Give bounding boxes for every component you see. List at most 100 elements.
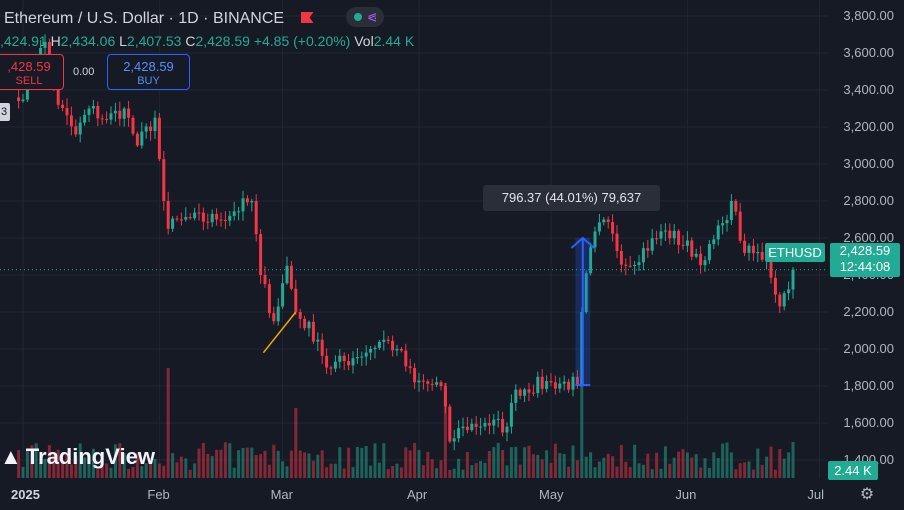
candle-body bbox=[593, 231, 597, 248]
candle-body bbox=[17, 97, 21, 102]
candle-body bbox=[729, 201, 733, 221]
ohlc-low: 2,407.53 bbox=[126, 33, 182, 49]
volume-bar bbox=[78, 443, 82, 478]
volume-bar bbox=[289, 450, 293, 478]
volume-bar bbox=[228, 443, 232, 478]
volume-bar bbox=[254, 454, 258, 478]
candle-body bbox=[646, 248, 650, 251]
volume-bar bbox=[131, 466, 135, 478]
volume-bar bbox=[650, 469, 654, 478]
side-badge[interactable]: 3 bbox=[0, 103, 10, 121]
volume-bar bbox=[65, 452, 69, 478]
candle-body bbox=[773, 277, 777, 295]
volume-bar bbox=[465, 452, 469, 478]
candle-body bbox=[153, 117, 157, 131]
volume-bar bbox=[782, 458, 786, 478]
candle-body bbox=[619, 250, 623, 265]
time-tick-label: May bbox=[539, 487, 564, 502]
candle-body bbox=[105, 118, 109, 120]
symbol-title[interactable]: Ethereum / U.S. Dollar · 1D · BINANCE bbox=[4, 10, 285, 27]
candle-body bbox=[738, 211, 742, 241]
volume-tag: 2.44 K bbox=[828, 461, 878, 480]
volume-bar bbox=[765, 456, 769, 478]
volume-bar bbox=[135, 453, 139, 478]
last-price-tag: 2,428.59 12:44:08 bbox=[830, 243, 900, 277]
candle-body bbox=[184, 217, 188, 220]
volume-bar bbox=[17, 450, 21, 478]
candle-body bbox=[677, 230, 681, 245]
candle-body bbox=[584, 273, 588, 312]
candle-body bbox=[778, 294, 782, 307]
volume-bar bbox=[245, 447, 249, 478]
volume-bar bbox=[325, 467, 329, 478]
volume-bar bbox=[162, 465, 166, 478]
volume-bar bbox=[215, 449, 219, 478]
flag-icon[interactable] bbox=[300, 12, 314, 23]
candle-body bbox=[43, 41, 47, 48]
volume-bar bbox=[285, 466, 289, 478]
volume-bar bbox=[668, 463, 672, 478]
volume-bar bbox=[663, 446, 667, 478]
volume-bar bbox=[553, 443, 557, 478]
measure-arrow-head bbox=[570, 236, 595, 249]
volume-bar bbox=[408, 450, 412, 478]
volume-bar bbox=[21, 466, 25, 478]
candle-body bbox=[747, 245, 751, 253]
volume-bar bbox=[391, 466, 395, 478]
candle-body bbox=[395, 349, 399, 351]
volume-bar bbox=[105, 463, 109, 478]
price-tick-label: 3,200.00 bbox=[843, 119, 894, 134]
candle-body bbox=[179, 219, 183, 221]
candle-body bbox=[562, 381, 566, 384]
volume-bar bbox=[773, 469, 777, 478]
candle-body bbox=[223, 219, 227, 221]
buy-button[interactable]: 2,428.59 BUY bbox=[107, 54, 190, 90]
candle-body bbox=[571, 376, 575, 390]
volume-bar bbox=[417, 450, 421, 478]
volume-bar bbox=[531, 454, 535, 478]
candle-body bbox=[531, 392, 535, 394]
candle-body bbox=[553, 382, 557, 389]
candle-body bbox=[501, 418, 505, 433]
volume-bar bbox=[250, 447, 254, 478]
volume-bar bbox=[426, 451, 430, 478]
volume-bar bbox=[483, 462, 487, 478]
indicator-pill[interactable]: ⪗ bbox=[345, 7, 384, 27]
candle-body bbox=[65, 108, 69, 116]
candle-body bbox=[377, 341, 381, 348]
candle-body bbox=[109, 113, 113, 120]
volume-bar bbox=[567, 466, 571, 478]
volume-bar bbox=[127, 468, 131, 478]
volume-bar bbox=[584, 456, 588, 478]
volume-bar bbox=[571, 445, 575, 478]
volume-bar bbox=[747, 461, 751, 478]
candle-body bbox=[347, 361, 351, 366]
sell-button[interactable]: ,428.59 SELL bbox=[0, 54, 64, 90]
candle-body bbox=[421, 380, 425, 382]
volume-bar bbox=[87, 455, 91, 478]
gear-icon[interactable]: ⚙ bbox=[859, 486, 875, 503]
candle-body bbox=[219, 219, 223, 221]
volume-bar bbox=[281, 461, 285, 478]
candle-body bbox=[725, 220, 729, 224]
candle-body bbox=[492, 419, 496, 426]
candle-body bbox=[122, 108, 126, 119]
candle-body bbox=[171, 218, 175, 229]
volume-bar bbox=[615, 466, 619, 478]
volume-bar bbox=[628, 467, 632, 478]
candle-body bbox=[61, 104, 65, 109]
volume-bar bbox=[690, 457, 694, 478]
volume-bar bbox=[30, 445, 34, 478]
volume-bar bbox=[448, 469, 452, 478]
candle-body bbox=[465, 426, 469, 431]
volume-bar bbox=[316, 454, 320, 478]
tradingview-logo-icon: ▲ bbox=[0, 444, 22, 469]
price-tick-label: 3,600.00 bbox=[843, 45, 894, 60]
candle-body bbox=[751, 245, 755, 254]
candle-body bbox=[681, 244, 685, 246]
volume-bar bbox=[641, 464, 645, 478]
candle-body bbox=[413, 367, 417, 383]
candle-body bbox=[245, 198, 249, 203]
volume-bar bbox=[558, 453, 562, 478]
